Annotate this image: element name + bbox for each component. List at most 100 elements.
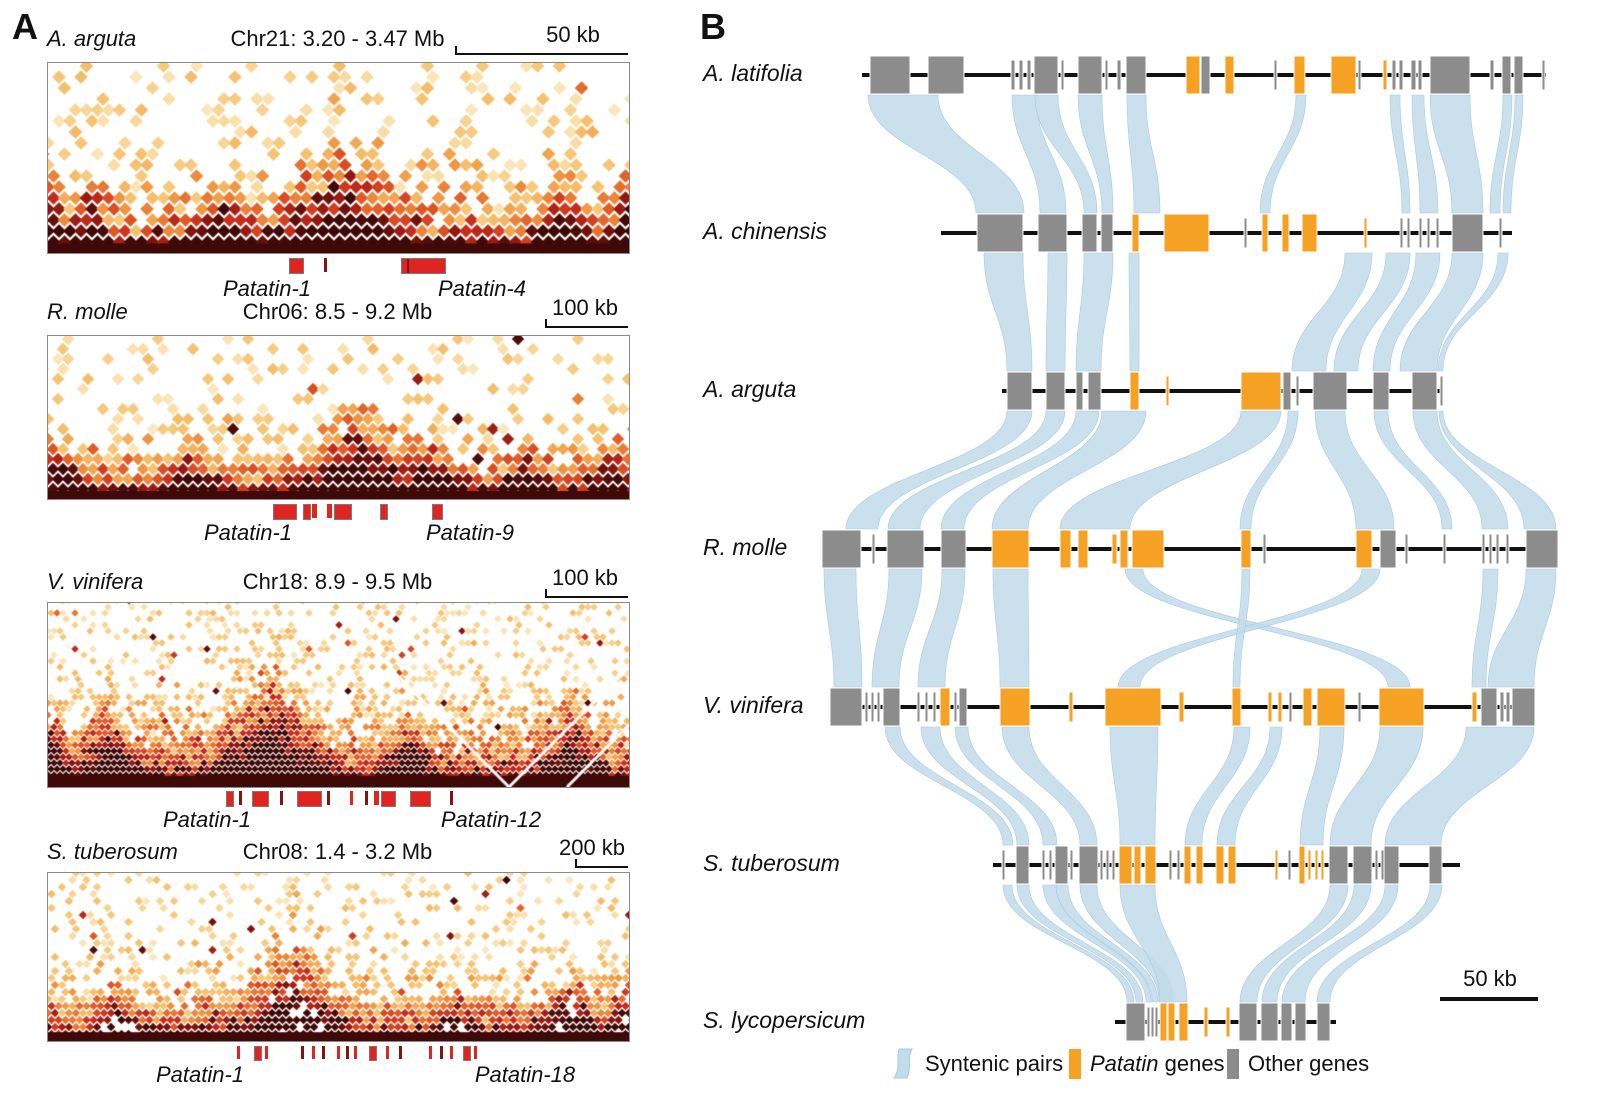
other-gene (958, 687, 968, 727)
patatin-gene (1330, 55, 1357, 95)
panel-a: A. arguta Chr21: 3.20 - 3.47 Mb 50 kb Patat… (0, 0, 660, 1097)
patatin-gene (1267, 691, 1273, 723)
syntenic-ribbon (1429, 94, 1484, 214)
other-gene (1379, 529, 1397, 569)
patatin-gene (1298, 845, 1306, 885)
syntenic-ribbon (1216, 726, 1283, 846)
patatin-gene-box (312, 504, 317, 518)
syntenic-ribbon (1314, 410, 1395, 530)
patatin-gene-box (450, 791, 453, 805)
patatin-gene-box (252, 791, 269, 807)
other-gene (821, 529, 862, 569)
patatin-gene (999, 687, 1031, 727)
syntenic-ribbon (1016, 884, 1144, 1003)
other-gene (1399, 217, 1404, 249)
patatin-gene (1165, 375, 1170, 407)
syntenic-ribbon (1502, 94, 1524, 214)
patatin-gene-box (322, 1046, 325, 1059)
hic-heatmap-frame (47, 602, 630, 788)
patatin-gene-box (432, 504, 443, 520)
syntenic-ribbon (1232, 568, 1251, 688)
patatin-gene (1215, 845, 1225, 885)
other-gene (1316, 1002, 1331, 1042)
patatin-gene-box (440, 1046, 443, 1059)
scalebar-line (575, 866, 628, 868)
other-gene (1100, 213, 1114, 253)
other-gene (864, 691, 869, 723)
patatin-gene (1133, 845, 1142, 885)
patatin-gene (1301, 213, 1318, 253)
patatin-gene-box (410, 791, 431, 807)
patatin-gene-box (337, 1046, 340, 1059)
syntenic-ribbon (991, 410, 1147, 530)
other-gene (1262, 533, 1267, 565)
syntenic-ribbon (1373, 410, 1453, 530)
other-gene (1357, 691, 1362, 723)
gene-divider (407, 259, 410, 273)
other-gene (1374, 849, 1379, 881)
patatin-gene-box (254, 1046, 262, 1061)
patatin-gene (1185, 55, 1201, 95)
scalebar-label: 100 kb (551, 565, 619, 590)
hic-heatmap (48, 873, 629, 1041)
syntenic-ribbon (867, 94, 1025, 214)
other-gene (1282, 371, 1292, 411)
other-gene (1287, 849, 1292, 881)
other-gene (976, 213, 1024, 253)
patatin-gene-box (312, 1046, 315, 1059)
other-gene (1001, 849, 1006, 881)
syntenic-ribbon (992, 568, 1030, 688)
syntenic-ribbon (1059, 410, 1282, 530)
other-gene (1480, 687, 1498, 727)
patatin-gene (1382, 59, 1388, 91)
patatin-gene-box (381, 791, 396, 807)
other-gene (1015, 845, 1030, 885)
syntenic-ribbon (884, 726, 1014, 846)
other-gene (1411, 371, 1438, 411)
syntenic-ribbon (1117, 568, 1381, 688)
other-gene (876, 691, 881, 723)
other-gene (1312, 371, 1348, 411)
other-gene (1439, 375, 1444, 407)
other-gene (1176, 849, 1181, 881)
other-gene (1045, 371, 1066, 411)
legend-patatin-rest: genes (1158, 1051, 1225, 1076)
other-gene (1406, 217, 1411, 249)
legend-patatin-genes: Patatin genes (1068, 1048, 1225, 1080)
other-gene (924, 691, 929, 723)
other-gene (1087, 371, 1102, 411)
syntenic-ribbon (1438, 410, 1557, 530)
scalebar-line (545, 596, 628, 598)
other-gene (829, 687, 863, 727)
other-gene (1513, 55, 1524, 95)
scalebar-tick (455, 46, 457, 54)
syntenic-ribbon (1055, 884, 1159, 1003)
other-gene (1501, 55, 1512, 95)
patatin-gene-box (289, 258, 304, 274)
other-gene (1505, 691, 1511, 723)
syntenic-ribbon (1329, 726, 1424, 846)
syntenic-ribbon (983, 252, 1033, 372)
other-gene (1168, 849, 1173, 881)
legend-patatin-italic: Patatin (1090, 1051, 1159, 1076)
patatin-gene (1231, 687, 1242, 727)
syntenic-ribbon (845, 410, 1033, 530)
scalebar-line (455, 53, 628, 55)
syntenic-ribbon (1001, 726, 1098, 846)
other-gene (1295, 375, 1300, 407)
panel-b-scalebar-label: 50 kb (1463, 966, 1517, 991)
patatin-gene (1363, 217, 1368, 249)
species-name: S. tuberosum (47, 839, 178, 864)
patatin-gene-box (374, 791, 379, 805)
patatin-gene (1281, 213, 1290, 253)
syntenic-ribbon (1384, 726, 1535, 846)
other-gene (1200, 55, 1211, 95)
other-gene (1328, 845, 1349, 885)
patatin-gene (1068, 691, 1074, 723)
legend-syntenic-label: Syntenic pairs (925, 1051, 1064, 1076)
other-gene (1060, 59, 1065, 91)
other-gene (1488, 533, 1493, 565)
patatin-gene-box (429, 1046, 432, 1059)
patatin-gene-box (303, 504, 311, 520)
